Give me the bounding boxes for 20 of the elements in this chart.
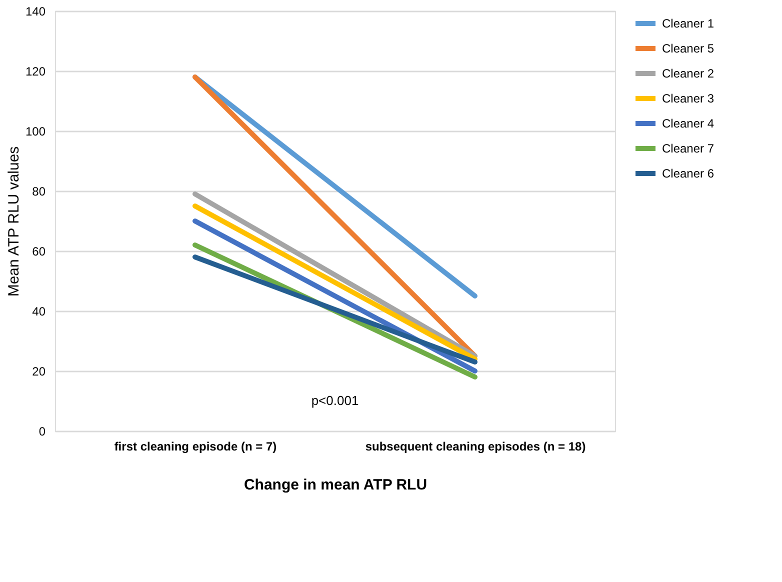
legend-label: Cleaner 1 [662,16,714,30]
y-tick-label: 60 [32,244,46,258]
legend-label: Cleaner 2 [662,66,714,80]
legend-label: Cleaner 6 [662,166,714,180]
x-axis-title: Change in mean ATP RLU [244,476,428,494]
y-axis-title: Mean ATP RLU values [5,146,22,297]
legend-label: Cleaner 4 [662,116,714,130]
legend-label: Cleaner 7 [662,142,714,156]
y-tick-label: 40 [32,304,46,318]
x-tick-label: subsequent cleaning episodes (n = 18) [365,440,586,454]
annotation: p<0.001 [311,393,359,408]
legend-label: Cleaner 3 [662,92,714,106]
y-tick-label: 20 [32,364,46,378]
x-tick-label: first cleaning episode (n = 7) [114,440,277,454]
y-tick-label: 80 [32,184,46,198]
y-tick-label: 0 [38,424,46,438]
y-tick-label: 120 [25,64,46,78]
y-tick-label: 100 [25,124,46,138]
y-tick-label: 140 [25,4,46,18]
legend-label: Cleaner 5 [662,42,714,56]
